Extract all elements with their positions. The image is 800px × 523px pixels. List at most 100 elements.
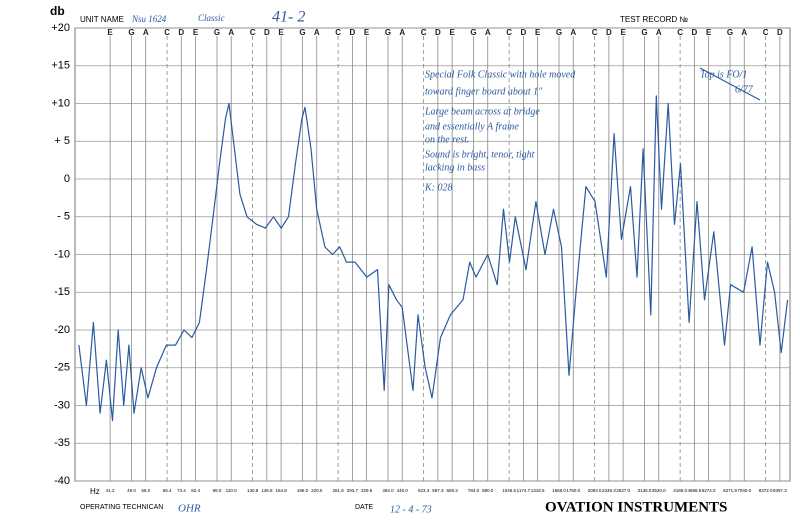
- unit-model: Classic: [198, 13, 225, 23]
- note-label: A: [570, 28, 576, 37]
- annotation: 6/77: [735, 84, 754, 95]
- strike: [699, 67, 761, 101]
- annotation: and essentially A frame: [425, 121, 519, 132]
- y-tick-label: +20: [51, 22, 70, 34]
- note-label: E: [193, 28, 199, 37]
- x-tick-label: 2349.3: [602, 488, 616, 493]
- note-label: E: [706, 28, 712, 37]
- note-label: A: [314, 28, 320, 37]
- x-tick-label: 82.4: [191, 488, 200, 493]
- note-label: E: [278, 28, 284, 37]
- y-tick-label: -10: [54, 248, 70, 260]
- note-label: D: [264, 28, 270, 37]
- note-label: E: [107, 28, 113, 37]
- annotation: Top is FO/1: [700, 69, 747, 80]
- note-label: D: [349, 28, 355, 37]
- note-label: G: [641, 28, 647, 37]
- company: OVATION INSTRUMENTS: [545, 499, 727, 515]
- note-label: C: [250, 28, 256, 37]
- y-tick-label: +10: [51, 97, 70, 109]
- note-label: G: [727, 28, 733, 37]
- note-label: D: [520, 28, 526, 37]
- x-tick-label: 1760.0: [566, 488, 580, 493]
- x-tick-label: 1174.7: [517, 488, 531, 493]
- note-label: G: [128, 28, 134, 37]
- note-label: G: [556, 28, 562, 37]
- note-label: E: [620, 28, 626, 37]
- unit-name-label: UNIT NAME: [80, 15, 124, 24]
- annotation: Sound is bright, tenor, tight: [425, 149, 535, 160]
- x-tick-label: 146.8: [261, 488, 273, 493]
- note-label: E: [364, 28, 370, 37]
- y-tick-label: -40: [54, 475, 70, 487]
- x-tick-label: 293.7: [347, 488, 359, 493]
- note-label: E: [449, 28, 455, 37]
- x-tick-label: 3136.0: [638, 488, 652, 493]
- x-tick-label: 1568.0: [552, 488, 566, 493]
- x-tick-label: 6271.9: [723, 488, 737, 493]
- x-tick-label: 110.0: [226, 488, 237, 493]
- x-tick-label: 41.2: [106, 488, 115, 493]
- y-tick-label: -20: [54, 324, 70, 336]
- x-tick-label: 1318.5: [531, 488, 545, 493]
- x-tick-label: 164.8: [275, 488, 287, 493]
- x-tick-label: 1046.5: [502, 488, 516, 493]
- note-label: E: [535, 28, 541, 37]
- note-label: D: [606, 28, 612, 37]
- y-tick-label: - 5: [57, 211, 70, 223]
- x-tick-label: 73.4: [177, 488, 186, 493]
- x-tick-label: 7040.0: [737, 488, 751, 493]
- x-tick-label: 2637.0: [616, 488, 630, 493]
- note-label: A: [228, 28, 234, 37]
- date: 12 - 4 - 73: [390, 504, 432, 515]
- x-tick-label: 4186.0: [673, 488, 687, 493]
- annotation: K: 028: [424, 182, 453, 193]
- x-tick-label: 440.0: [397, 488, 409, 493]
- x-tick-label: 329.6: [361, 488, 373, 493]
- x-tick-label: 392.0: [382, 488, 394, 493]
- x-tick-label: 3520.0: [652, 488, 666, 493]
- x-tick-label: 587.3: [432, 488, 444, 493]
- technician: OHR: [178, 503, 201, 515]
- x-tick-label: 9397.3: [773, 488, 787, 493]
- annotation: toward finger board about 1": [425, 86, 543, 97]
- record-id: 41- 2: [272, 9, 305, 26]
- x-tick-label: 220.0: [311, 488, 323, 493]
- note-label: A: [143, 28, 149, 37]
- note-label: D: [178, 28, 184, 37]
- x-tick-label: 55.0: [141, 488, 150, 493]
- y-tick-label: -15: [54, 286, 70, 298]
- note-label: C: [335, 28, 341, 37]
- x-tick-label: 98.0: [213, 488, 222, 493]
- unit-name: Nsu 1624: [131, 14, 167, 24]
- note-label: D: [691, 28, 697, 37]
- y-tick-label: + 5: [54, 135, 70, 147]
- note-label: C: [592, 28, 598, 37]
- annotation: on the rest.: [425, 134, 469, 145]
- y-tick-label: -35: [54, 437, 70, 449]
- y-tick-label: 0: [64, 173, 70, 185]
- y-tick-label: +15: [51, 60, 70, 72]
- note-label: G: [385, 28, 391, 37]
- note-label: G: [214, 28, 220, 37]
- x-tick-label: 2093.0: [588, 488, 602, 493]
- x-tick-label: 659.3: [446, 488, 458, 493]
- date-label: DATE: [355, 504, 373, 511]
- x-tick-label: 523.3: [418, 488, 430, 493]
- x-tick-label: 8372.0: [759, 488, 773, 493]
- x-tick-label: 261.6: [332, 488, 344, 493]
- y-tick-label: -30: [54, 399, 70, 411]
- note-label: C: [164, 28, 170, 37]
- note-label: A: [485, 28, 491, 37]
- note-label: A: [656, 28, 662, 37]
- note-label: A: [741, 28, 747, 37]
- note-label: D: [777, 28, 783, 37]
- x-tick-label: 49.0: [127, 488, 136, 493]
- x-tick-label: 784.0: [468, 488, 480, 493]
- note-label: C: [763, 28, 769, 37]
- note-label: G: [470, 28, 476, 37]
- x-tick-label: 130.8: [247, 488, 259, 493]
- note-label: C: [506, 28, 512, 37]
- note-label: G: [299, 28, 305, 37]
